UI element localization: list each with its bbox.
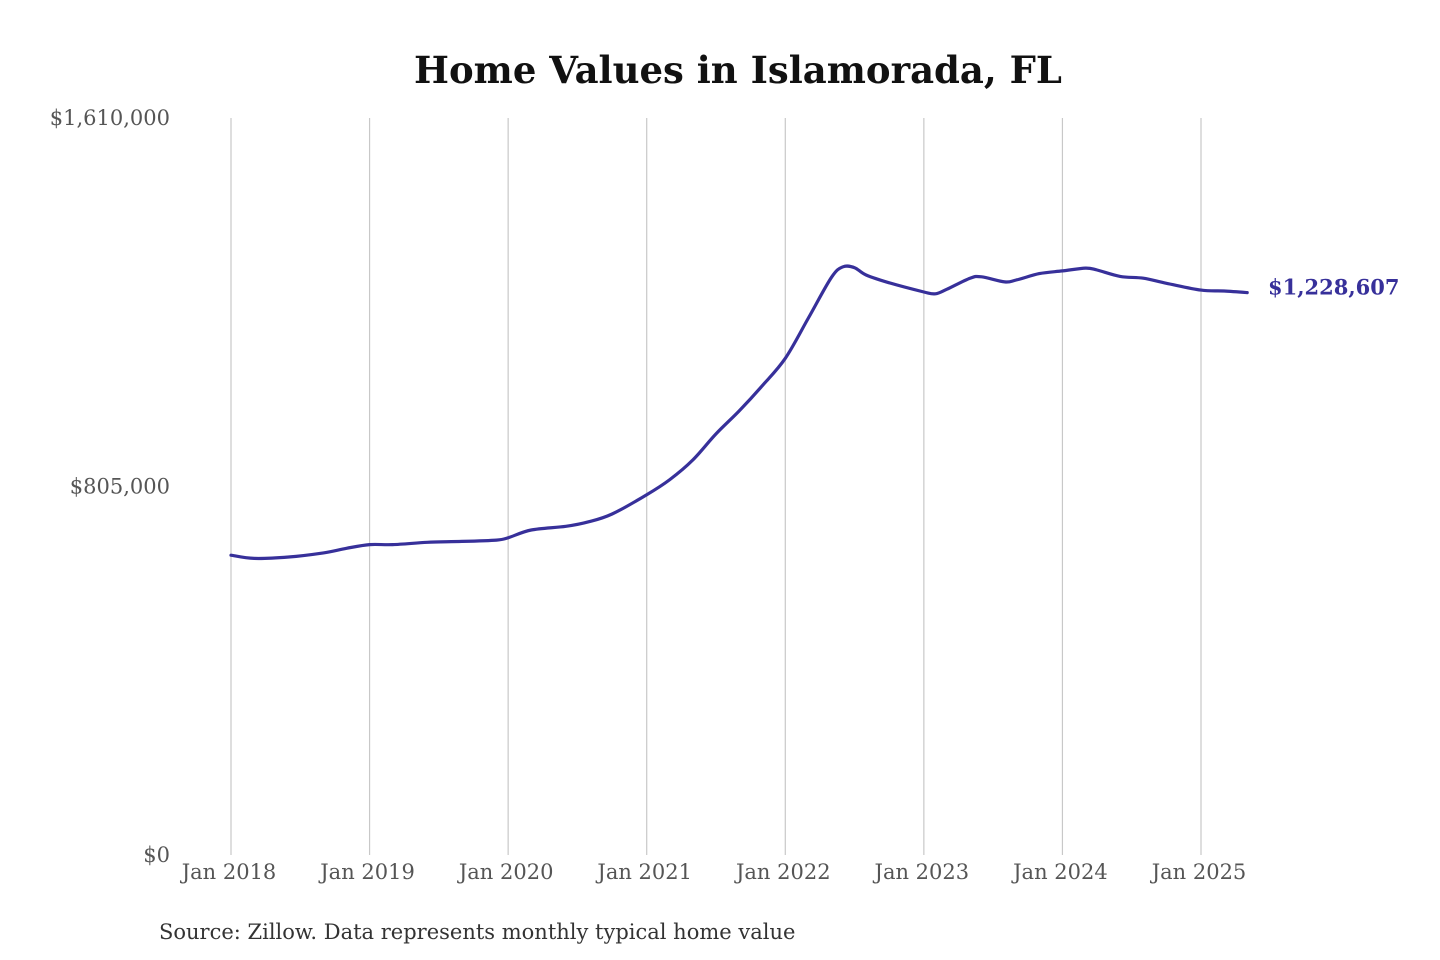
x-tick-label: Jan 2019	[318, 860, 415, 884]
last-value-label: $1,228,607	[1268, 275, 1400, 300]
y-tick-label: $1,610,000	[50, 106, 170, 130]
source-note: Source: Zillow. Data represents monthly …	[159, 920, 795, 944]
x-tick-label: Jan 2021	[595, 860, 692, 884]
x-axis: Jan 2018 Jan 2019 Jan 2020 Jan 2021 Jan 2022…	[180, 860, 1247, 884]
x-tick-label: Jan 2022	[734, 860, 831, 884]
x-tick-label: Jan 2023	[873, 860, 970, 884]
y-tick-label: $805,000	[70, 475, 170, 499]
series-layer	[229, 264, 1249, 561]
x-tick-label: Jan 2018	[180, 860, 277, 884]
x-tick-label: Jan 2025	[1150, 860, 1247, 884]
x-tick-label: Jan 2024	[1011, 860, 1108, 884]
home-value-series-line	[229, 264, 1249, 561]
y-tick-label: $0	[143, 843, 170, 867]
chart-title: Home Values in Islamorada, FL	[414, 48, 1062, 92]
y-axis: $0 $805,000 $1,610,000	[50, 106, 170, 867]
grid-layer	[230, 118, 1202, 855]
x-tick-label: Jan 2020	[457, 860, 554, 884]
